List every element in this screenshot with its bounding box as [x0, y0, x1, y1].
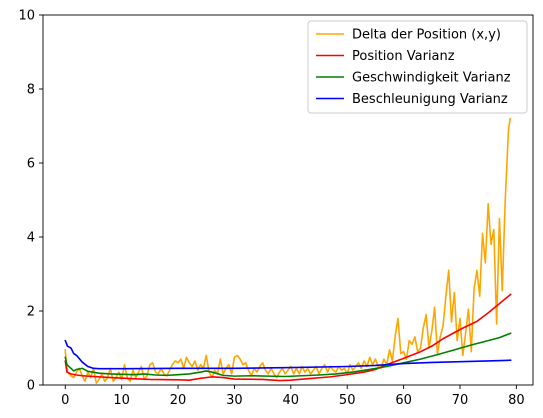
series-line-3	[64, 332, 512, 378]
x-tick-label: 10	[113, 393, 130, 408]
legend-label: Beschleunigung Varianz	[352, 92, 508, 107]
y-tick-label: 2	[27, 305, 35, 320]
series-line-2	[64, 293, 512, 382]
y-tick-label: 4	[27, 231, 35, 246]
x-tick-label: 80	[508, 393, 525, 408]
x-tick-label: 50	[339, 393, 356, 408]
y-tick-label: 8	[27, 83, 35, 98]
legend-label: Position Varianz	[352, 49, 455, 64]
legend-box	[307, 20, 528, 114]
legend-label: Geschwindigkeit Varianz	[352, 71, 511, 86]
series-line-1	[64, 117, 511, 384]
x-tick-label: 40	[283, 393, 300, 408]
y-tick-label: 6	[27, 157, 35, 172]
series-line-4	[64, 339, 512, 370]
series-layer	[64, 117, 512, 384]
y-tick-label: 10	[18, 9, 35, 24]
y-tick-label: 0	[27, 379, 35, 394]
axes-layer: 0 10 20 30 40 50 60 70 80 0 2 4 6 8 10	[18, 9, 534, 408]
x-tick-label: 30	[226, 393, 243, 408]
x-tick-label: 20	[170, 393, 187, 408]
x-tick-label: 60	[395, 393, 412, 408]
axes-frame	[42, 14, 534, 386]
x-tick-label: 0	[61, 393, 69, 408]
legend-label: Delta der Position (x,y)	[352, 28, 501, 43]
legend: Delta der Position (x,y) Position Varianz…	[307, 20, 528, 114]
x-tick-label: 70	[452, 393, 469, 408]
